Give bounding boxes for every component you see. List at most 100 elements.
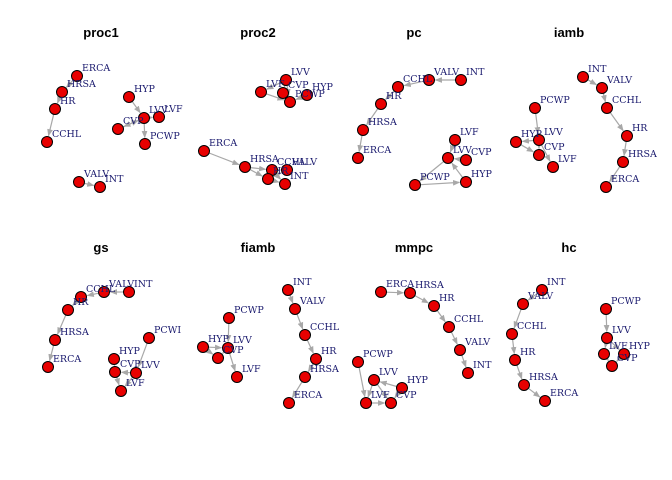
edge-hyp-cvp (616, 354, 624, 362)
node-label-hrsa: HRSA (529, 372, 558, 383)
node-cvp[interactable] (606, 360, 618, 372)
node-int[interactable] (577, 71, 589, 83)
node-lvv[interactable] (601, 332, 613, 344)
node-valv[interactable] (596, 82, 608, 94)
node-hyp[interactable] (197, 341, 209, 353)
node-lvf[interactable] (231, 371, 243, 383)
node-lvf[interactable] (115, 385, 127, 397)
node-valv[interactable] (73, 176, 85, 188)
node-hr[interactable] (509, 354, 521, 366)
node-lvf[interactable] (255, 86, 267, 98)
node-hr[interactable] (62, 304, 74, 316)
node-cchl[interactable] (75, 291, 87, 303)
node-label-hyp: HYP (119, 346, 141, 357)
node-cchl[interactable] (506, 328, 518, 340)
node-cvp[interactable] (277, 87, 289, 99)
edge-hr-valv (272, 172, 282, 179)
node-cvp[interactable] (109, 366, 121, 378)
node-hyp[interactable] (618, 348, 630, 360)
node-erca[interactable] (352, 152, 364, 164)
edge-cchl-hr (385, 90, 395, 100)
node-cvp[interactable] (112, 123, 124, 135)
node-lvv[interactable] (130, 367, 142, 379)
node-valv[interactable] (289, 303, 301, 315)
node-valv[interactable] (517, 298, 529, 310)
edge-pcwp-hyp (420, 179, 461, 186)
node-erca[interactable] (71, 70, 83, 82)
node-hyp[interactable] (460, 176, 472, 188)
node-cvp[interactable] (533, 149, 545, 161)
node-hrsa[interactable] (239, 161, 251, 173)
node-lvf[interactable] (153, 111, 165, 123)
node-erca[interactable] (42, 361, 54, 373)
node-lvv[interactable] (138, 112, 150, 124)
node-pcwp[interactable] (529, 102, 541, 114)
node-erca[interactable] (539, 395, 551, 407)
node-hrsa[interactable] (49, 334, 61, 346)
node-pcwp[interactable] (284, 96, 296, 108)
node-pcwp[interactable] (143, 332, 155, 344)
node-valv[interactable] (98, 286, 110, 298)
node-cvp[interactable] (385, 397, 397, 409)
node-hrsa[interactable] (518, 379, 530, 391)
node-pcwp[interactable] (352, 356, 364, 368)
node-lvf[interactable] (598, 348, 610, 360)
node-hrsa[interactable] (299, 371, 311, 383)
node-hr[interactable] (375, 98, 387, 110)
node-int[interactable] (462, 367, 474, 379)
node-valv[interactable] (423, 74, 435, 86)
node-hyp[interactable] (301, 89, 313, 101)
node-lvf[interactable] (360, 397, 372, 409)
node-lvv[interactable] (368, 374, 380, 386)
node-int[interactable] (455, 74, 467, 86)
node-erca[interactable] (283, 397, 295, 409)
node-lvv[interactable] (280, 74, 292, 86)
node-cvp[interactable] (460, 154, 472, 166)
node-int[interactable] (279, 178, 291, 190)
node-hyp[interactable] (123, 91, 135, 103)
node-lvv[interactable] (222, 342, 234, 354)
node-hr[interactable] (428, 300, 440, 312)
node-hrsa[interactable] (404, 287, 416, 299)
node-cchl[interactable] (392, 81, 404, 93)
node-label-hr: HR (386, 91, 402, 102)
node-valv[interactable] (454, 344, 466, 356)
node-cchl[interactable] (601, 102, 613, 114)
panel-title: iamb (554, 25, 584, 40)
node-lvv[interactable] (533, 134, 545, 146)
node-hr[interactable] (49, 103, 61, 115)
node-pcwp[interactable] (223, 312, 235, 324)
node-lvv[interactable] (442, 152, 454, 164)
edge-hyp-lvv (208, 344, 223, 351)
node-hr[interactable] (310, 353, 322, 365)
node-int[interactable] (94, 181, 106, 193)
node-hyp[interactable] (510, 136, 522, 148)
node-hrsa[interactable] (357, 124, 369, 136)
node-int[interactable] (123, 286, 135, 298)
node-hyp[interactable] (396, 382, 408, 394)
node-erca[interactable] (600, 181, 612, 193)
node-pcwp[interactable] (139, 138, 151, 150)
node-lvf[interactable] (547, 161, 559, 173)
node-hrsa[interactable] (56, 86, 68, 98)
node-lvf[interactable] (449, 134, 461, 146)
node-erca[interactable] (375, 286, 387, 298)
edge-lvf-pcwp (266, 93, 285, 101)
node-hr[interactable] (621, 130, 633, 142)
node-erca[interactable] (198, 145, 210, 157)
node-hrsa[interactable] (617, 156, 629, 168)
node-pcwp[interactable] (409, 179, 421, 191)
node-hyp[interactable] (108, 353, 120, 365)
node-cchl[interactable] (443, 321, 455, 333)
node-hr[interactable] (262, 173, 274, 185)
node-cvp[interactable] (212, 352, 224, 364)
edge-lvv-lvf (229, 353, 236, 372)
node-int[interactable] (282, 284, 294, 296)
node-pcwp[interactable] (600, 303, 612, 315)
node-int[interactable] (536, 284, 548, 296)
panel-title: gs (93, 240, 108, 255)
node-cchl[interactable] (41, 136, 53, 148)
node-valv[interactable] (281, 164, 293, 176)
node-cchl[interactable] (299, 329, 311, 341)
